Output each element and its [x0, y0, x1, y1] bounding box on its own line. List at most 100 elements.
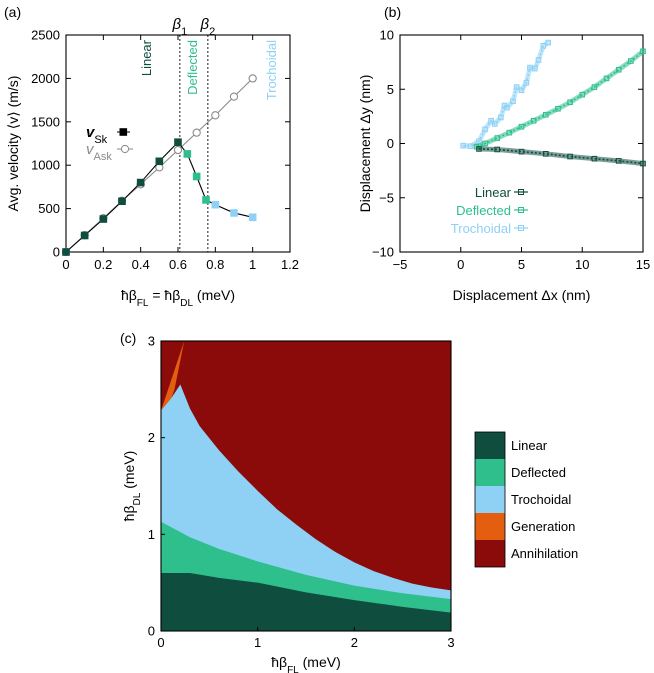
velocity-chart: 0 0.2 0.4 0.6 0.8 1 1.2 0 500 1000 1500 2000 2500 ħβF…	[5, 16, 299, 309]
sk-point	[183, 150, 192, 158]
ask-point	[211, 111, 220, 120]
sk-point	[211, 200, 220, 209]
legend-marker	[518, 207, 524, 213]
trajectory-point	[640, 160, 646, 167]
y-tick-label: 10	[380, 28, 394, 43]
trajectory-point	[591, 155, 598, 162]
trajectory-point	[545, 39, 552, 46]
x-tick-label: 0.4	[132, 257, 150, 272]
beta-label: β1	[172, 16, 188, 38]
x-tick-label: 0.2	[94, 257, 112, 272]
trajectory-line	[463, 41, 549, 148]
y-tick-label: 5	[387, 82, 394, 97]
trajectory-point	[488, 117, 494, 124]
x-tick-label: 0.6	[169, 257, 187, 272]
trajectory-point	[467, 143, 474, 150]
legend-swatch	[475, 432, 505, 459]
trajectory-point	[460, 142, 466, 149]
y-axis-label: Avg. velocity ⟨v⟩ (m/s)	[5, 76, 21, 212]
trajectory-point	[494, 146, 500, 153]
trajectory-point	[555, 105, 561, 112]
sk-point	[118, 197, 126, 206]
plot-frame	[399, 34, 644, 253]
legend-label: Deflected	[456, 203, 511, 218]
trajectory-point	[579, 91, 586, 98]
trajectory-point	[482, 126, 488, 133]
panel-label-b: (b)	[384, 4, 401, 20]
legend-marker	[518, 225, 524, 231]
y-tick-label: 1	[148, 527, 155, 542]
trajectory-point	[494, 135, 500, 141]
beta-label: β2	[200, 16, 216, 38]
legend-label: Deflected	[511, 465, 566, 480]
x-tick-label: 5	[518, 257, 525, 272]
trajectory-line	[478, 148, 644, 165]
legend-swatch	[475, 540, 505, 567]
legend-label: Trochoidal	[451, 221, 511, 236]
region-label: Deflected	[185, 40, 200, 95]
y-tick-label: 2	[148, 430, 155, 445]
x-tick-label: 1	[249, 257, 256, 272]
y-tick-label: −10	[372, 245, 394, 260]
ask-point	[229, 92, 239, 101]
region-label: Linear	[139, 39, 154, 76]
y-tick-label: 2000	[31, 71, 60, 86]
legend-label: Linear	[511, 438, 548, 453]
trajectory-point	[567, 99, 573, 106]
trajectory-point	[504, 104, 510, 111]
sk-point	[174, 138, 182, 146]
region-label: Trochoidal	[264, 40, 279, 100]
legend-swatch	[475, 486, 505, 513]
legend-ask-label: vAsk	[86, 141, 112, 163]
trajectory-point	[640, 48, 646, 55]
trajectory-point	[543, 111, 549, 118]
trajectory-point	[491, 121, 498, 127]
trajectory-point	[523, 79, 530, 86]
trajectory-point	[506, 129, 513, 136]
ask-point	[173, 145, 183, 155]
x-tick-label: 1	[254, 635, 261, 650]
sk-point	[62, 248, 70, 256]
x-tick-label: −5	[393, 257, 408, 272]
sk-point	[248, 213, 257, 222]
x-tick-label: 15	[636, 257, 650, 272]
y-tick-label: −5	[379, 190, 394, 205]
sk-point	[99, 215, 108, 223]
x-axis-label: Displacement Δx (nm)	[453, 287, 591, 303]
trajectory-band	[474, 48, 646, 150]
trajectory-point	[530, 117, 537, 124]
trajectory-line	[476, 50, 644, 148]
sk-point	[136, 178, 145, 187]
plot-frame	[160, 340, 452, 632]
y-tick-label: 1500	[31, 114, 60, 129]
x-axis-label: ħβFL = ħβDL (meV)	[121, 287, 235, 309]
x-tick-label: 1.2	[281, 257, 299, 272]
region-linear	[161, 573, 451, 631]
trajectory-point	[513, 84, 520, 90]
sk-point	[192, 172, 201, 181]
y-tick-label: 2500	[31, 28, 60, 43]
sk-point	[80, 231, 89, 240]
trajectory-point	[482, 140, 488, 147]
x-axis-label: ħβFL (meV)	[271, 654, 341, 673]
trajectory-band	[460, 40, 551, 149]
x-tick-label: 0	[457, 257, 464, 272]
trajectory-point	[532, 65, 538, 72]
trajectory-point	[615, 158, 622, 164]
trajectory-point	[628, 58, 634, 64]
trajectory-point	[603, 75, 610, 82]
trajectory-point	[476, 146, 482, 152]
x-tick-label: 3	[447, 635, 454, 650]
legend-sk-marker	[119, 128, 128, 136]
trajectory-point	[498, 114, 504, 121]
legend-label: Trochoidal	[511, 492, 571, 507]
trajectory-point	[518, 123, 525, 130]
ask-point	[248, 74, 257, 83]
trajectory-point	[540, 43, 547, 49]
legend-swatch	[475, 459, 505, 486]
legend-sk-label: vSk	[86, 124, 108, 146]
legend-swatch	[475, 513, 505, 540]
trajectory-point	[518, 87, 525, 94]
